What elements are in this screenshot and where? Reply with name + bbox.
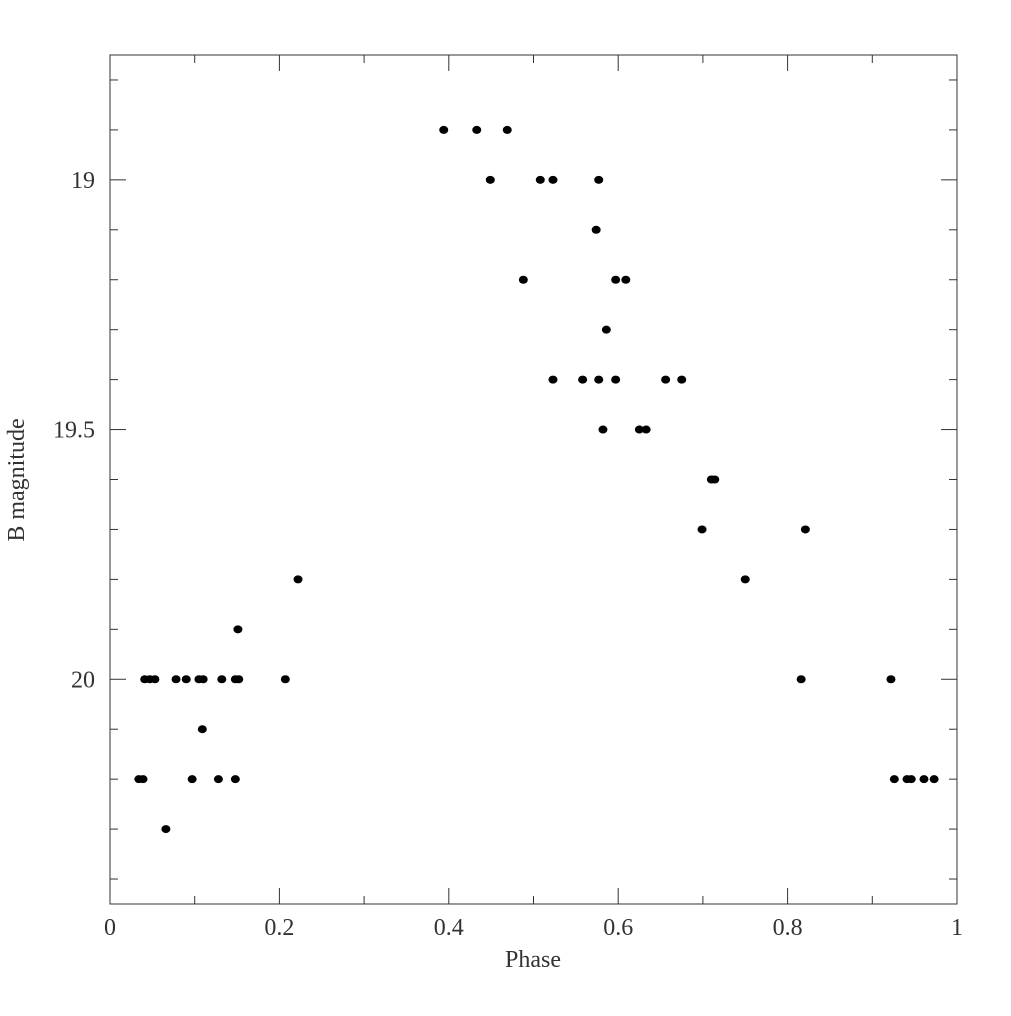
- data-point: [929, 775, 939, 784]
- x-tick-label: 0.4: [434, 915, 464, 941]
- data-point: [886, 675, 896, 684]
- data-point: [138, 775, 148, 784]
- y-tick-label: 19.5: [53, 418, 95, 444]
- data-point: [594, 375, 604, 384]
- data-point: [230, 775, 240, 784]
- data-point: [621, 275, 631, 284]
- data-point: [594, 175, 604, 184]
- data-point: [611, 375, 621, 384]
- data-point: [150, 675, 160, 684]
- y-axis-label: B magnitude: [4, 418, 30, 541]
- data-point: [697, 525, 707, 534]
- data-point: [591, 225, 601, 234]
- data-point: [187, 775, 197, 784]
- data-point: [919, 775, 929, 784]
- data-point: [439, 125, 449, 134]
- data-point: [197, 725, 207, 734]
- y-tick-label: 20: [71, 667, 95, 693]
- data-point: [518, 275, 528, 284]
- data-point: [740, 575, 750, 584]
- data-point: [677, 375, 687, 384]
- data-point: [502, 125, 512, 134]
- data-point: [611, 275, 621, 284]
- x-tick-label: 0.6: [603, 915, 633, 941]
- data-point: [217, 675, 227, 684]
- data-point: [280, 675, 290, 684]
- data-point: [710, 475, 720, 484]
- data-point: [548, 175, 558, 184]
- x-axis-label: Phase: [505, 947, 561, 973]
- data-point: [800, 525, 810, 534]
- data-point: [293, 575, 303, 584]
- x-tick-label: 0: [104, 915, 116, 941]
- data-point: [198, 675, 208, 684]
- data-point: [578, 375, 588, 384]
- data-point: [641, 425, 651, 434]
- data-point: [906, 775, 916, 784]
- data-point: [233, 625, 243, 634]
- data-point: [472, 125, 482, 134]
- x-tick-label: 1: [951, 915, 963, 941]
- x-tick-label: 0.2: [264, 915, 294, 941]
- y-tick-label: 19: [71, 168, 95, 194]
- data-point: [171, 675, 181, 684]
- data-point: [796, 675, 806, 684]
- data-point: [598, 425, 608, 434]
- data-point: [161, 825, 171, 834]
- x-tick-label: 0.8: [773, 915, 803, 941]
- data-point: [661, 375, 671, 384]
- data-point: [548, 375, 558, 384]
- data-point: [485, 175, 495, 184]
- data-point: [535, 175, 545, 184]
- data-point: [213, 775, 223, 784]
- data-point: [634, 425, 644, 434]
- data-point: [601, 325, 611, 334]
- data-point: [234, 675, 244, 684]
- data-point: [181, 675, 191, 684]
- data-point: [889, 775, 899, 784]
